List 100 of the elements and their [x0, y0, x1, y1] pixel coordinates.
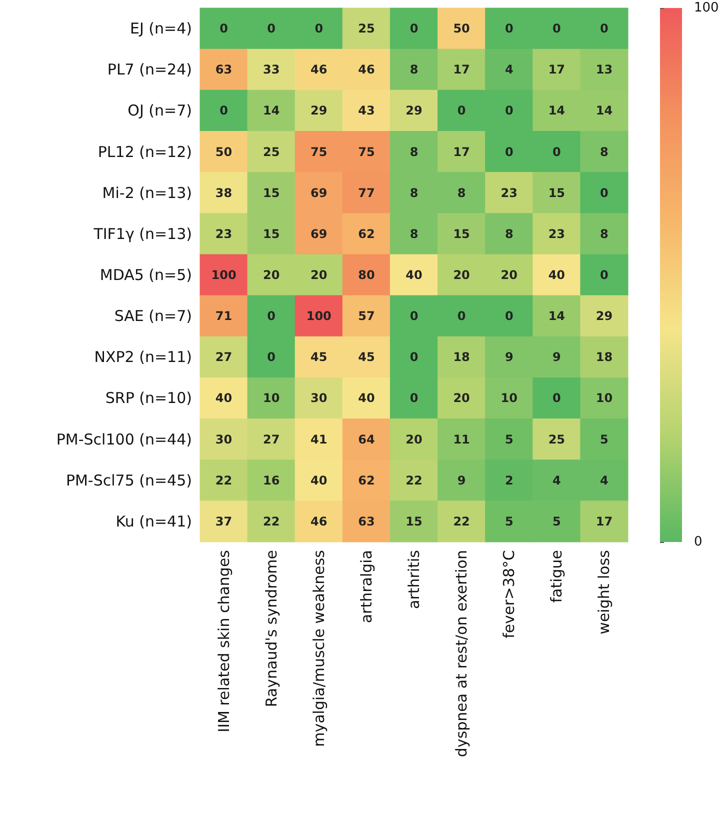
data-label: 22: [262, 514, 280, 528]
data-label: 0: [504, 309, 514, 324]
y-tick-label: NXP2 (n=11): [94, 348, 192, 366]
data-label: 64: [358, 432, 375, 446]
y-tick-label: Ku (n=41): [116, 512, 192, 530]
data-label: 100: [211, 268, 236, 282]
data-label: 43: [358, 104, 375, 118]
data-label: 5: [552, 514, 561, 528]
data-label: 46: [310, 514, 328, 528]
data-label: 0: [600, 268, 608, 282]
data-label: 17: [548, 62, 566, 77]
x-tick-label: fever>38°C: [500, 550, 518, 638]
y-tick-label: MDA5 (n=5): [100, 266, 192, 284]
data-label: 45: [358, 350, 375, 364]
data-label: 38: [215, 186, 232, 200]
data-label: 40: [310, 473, 328, 488]
data-label: 15: [262, 226, 280, 241]
data-label: 14: [596, 104, 613, 118]
color-bar-label: 100: [694, 0, 719, 16]
data-label: 30: [215, 432, 232, 446]
data-label: 15: [262, 186, 280, 200]
data-label: 0: [504, 104, 514, 118]
data-label: 22: [215, 473, 232, 488]
data-label: 0: [552, 22, 561, 36]
data-label: 8: [410, 186, 418, 200]
data-label: 5: [504, 432, 514, 446]
data-label: 20: [310, 268, 328, 282]
data-label: 63: [215, 62, 232, 77]
data-label: 57: [358, 309, 375, 324]
data-label: 0: [552, 144, 561, 159]
data-label: 71: [215, 309, 232, 324]
data-label: 0: [504, 144, 514, 159]
y-tick-label: TIF1γ (n=13): [92, 224, 192, 243]
data-label: 75: [310, 144, 328, 159]
data-label: 16: [262, 473, 280, 488]
data-label: 27: [262, 432, 280, 446]
data-label: 22: [406, 473, 422, 488]
data-label: 17: [596, 514, 613, 528]
data-label: 17: [453, 62, 470, 77]
x-tick-label: arthritis: [405, 550, 423, 609]
x-tick-label: IIM related skin changes: [214, 550, 233, 732]
data-label: 75: [358, 144, 375, 159]
data-label: 15: [406, 514, 422, 528]
data-label: 0: [410, 350, 418, 364]
data-label: 0: [600, 22, 608, 36]
data-label: 63: [358, 514, 375, 528]
data-label: 10: [596, 391, 613, 406]
x-tick-label: fatigue: [548, 550, 566, 603]
data-label: 29: [406, 104, 422, 118]
x-tick-label: dyspnea at rest/on exertion: [452, 550, 471, 758]
data-label: 8: [410, 226, 418, 241]
data-label: 5: [600, 432, 608, 446]
data-label: 20: [453, 391, 470, 406]
data-label: 29: [310, 104, 328, 118]
data-label: 100: [306, 309, 332, 324]
data-label: 14: [548, 309, 566, 324]
y-tick-label: PL12 (n=12): [98, 142, 192, 161]
y-tick-label: PM-Scl100 (n=44): [56, 430, 192, 448]
data-label: 11: [453, 432, 470, 446]
x-tick-label: Raynaud's syndrome: [262, 550, 280, 708]
y-tick-label: SAE (n=7): [114, 307, 192, 326]
data-label: 40: [406, 268, 422, 282]
data-label: 40: [358, 391, 375, 406]
data-label: 62: [358, 473, 375, 488]
data-label: 4: [504, 62, 514, 77]
data-label: 20: [453, 268, 470, 282]
data-label: 4: [600, 473, 608, 488]
data-label: 50: [215, 144, 232, 159]
data-label: 69: [310, 226, 328, 241]
data-label: 18: [453, 350, 470, 364]
data-label: 10: [500, 391, 518, 406]
data-label: 30: [310, 391, 328, 406]
data-label: 40: [215, 391, 232, 406]
data-label: 0: [267, 22, 276, 36]
data-label: 0: [457, 309, 466, 324]
data-label: 0: [220, 104, 228, 118]
x-tick-label: arthralgia: [357, 550, 376, 624]
data-label: 14: [548, 104, 566, 118]
data-label: 27: [215, 350, 232, 364]
y-tick-label: OJ (n=7): [128, 102, 192, 120]
data-label: 20: [406, 432, 422, 446]
data-label: 0: [552, 391, 561, 406]
data-label: 62: [358, 226, 375, 241]
data-label: 46: [358, 62, 375, 77]
data-label: 8: [600, 226, 608, 241]
data-label: 69: [310, 186, 328, 200]
data-label: 41: [310, 432, 328, 446]
data-label: 20: [500, 268, 518, 282]
data-label: 25: [358, 22, 375, 36]
data-label: 9: [552, 350, 561, 364]
data-label: 0: [267, 350, 276, 364]
x-tick-label: myalgia/muscle weakness: [310, 550, 328, 747]
data-label: 29: [596, 309, 613, 324]
data-label: 23: [500, 186, 518, 200]
data-label: 8: [600, 144, 608, 159]
data-label: 20: [262, 268, 280, 282]
data-label: 15: [548, 186, 566, 200]
data-label: 15: [453, 226, 470, 241]
data-label: 0: [267, 309, 276, 324]
data-label: 0: [410, 309, 418, 324]
